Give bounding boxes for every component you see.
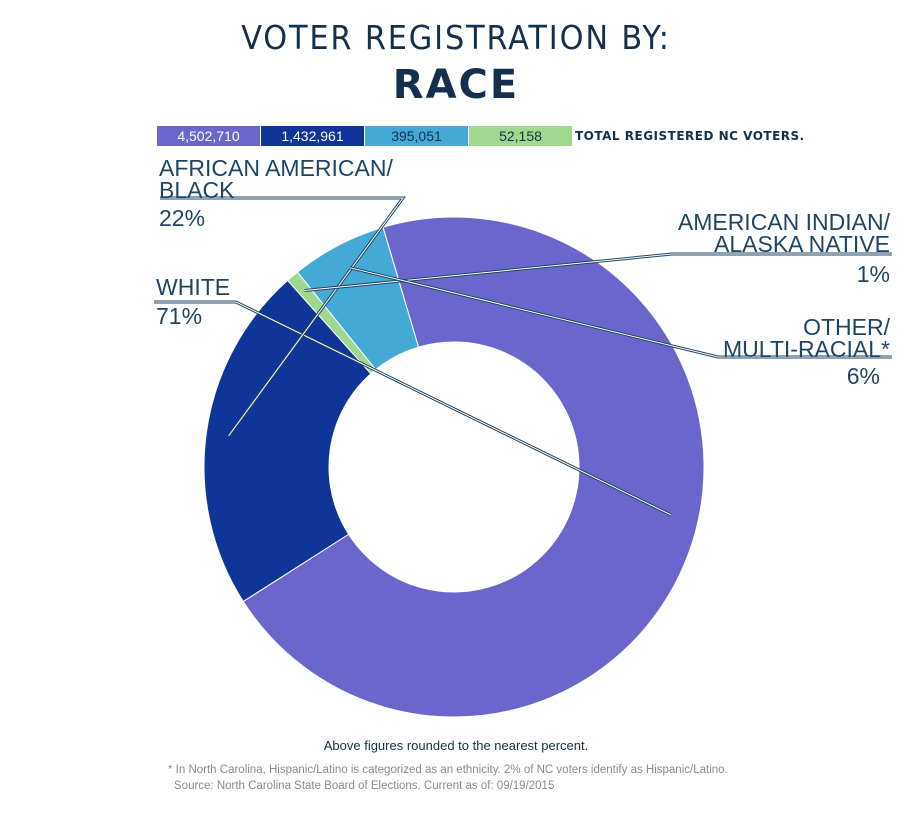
totals-segment-black: 1,432,961 [261, 126, 364, 146]
slice-african-american [203, 279, 372, 603]
totals-bar: 4,502,710 1,432,961 395,051 52,158 [157, 126, 573, 146]
totals-caption: TOTAL REGISTERED NC VOTERS. [575, 129, 805, 143]
footnote-ethnicity: * In North Carolina, Hispanic/Latino is … [168, 764, 728, 776]
rounding-note: Above figures rounded to the nearest per… [323, 738, 589, 753]
label-white-percent: 71% [156, 303, 202, 329]
label-african-american-percent: 22% [159, 205, 205, 231]
footnote-source: Source: North Carolina State Board of El… [174, 780, 555, 792]
leader-other-core [349, 267, 892, 358]
leader-lines [154, 196, 892, 517]
totals-segment-white: 4,502,710 [157, 126, 260, 146]
totals-segment-native: 52,158 [469, 126, 572, 146]
slice-white [242, 216, 705, 718]
label-american-indian-line-1: AMERICAN INDIAN/ [678, 209, 891, 235]
chart-title: VOTER REGISTRATION BY: [241, 18, 671, 57]
label-african-american-line-2: BLACK [159, 177, 235, 203]
label-other-line-1: OTHER/ [803, 314, 891, 340]
label-african-american-line-1: AFRICAN AMERICAN/ [159, 155, 393, 181]
donut-slices [203, 216, 705, 718]
label-white-line-1: WHITE [156, 274, 230, 300]
footnote: * In North Carolina, Hispanic/Latino is … [168, 762, 728, 794]
totals-segment-other: 395,051 [365, 126, 468, 146]
leader-american-indian-core [304, 253, 892, 292]
label-other-line-2: MULTI-RACIAL* [723, 336, 890, 362]
label-other-percent: 6% [847, 363, 880, 389]
leader-african-american-core [160, 197, 404, 437]
leader-white-core [154, 301, 672, 516]
label-american-indian-line-2: ALASKA NATIVE [714, 231, 890, 257]
chart-subtitle: RACE [392, 62, 520, 108]
label-american-indian-percent: 1% [857, 261, 890, 287]
